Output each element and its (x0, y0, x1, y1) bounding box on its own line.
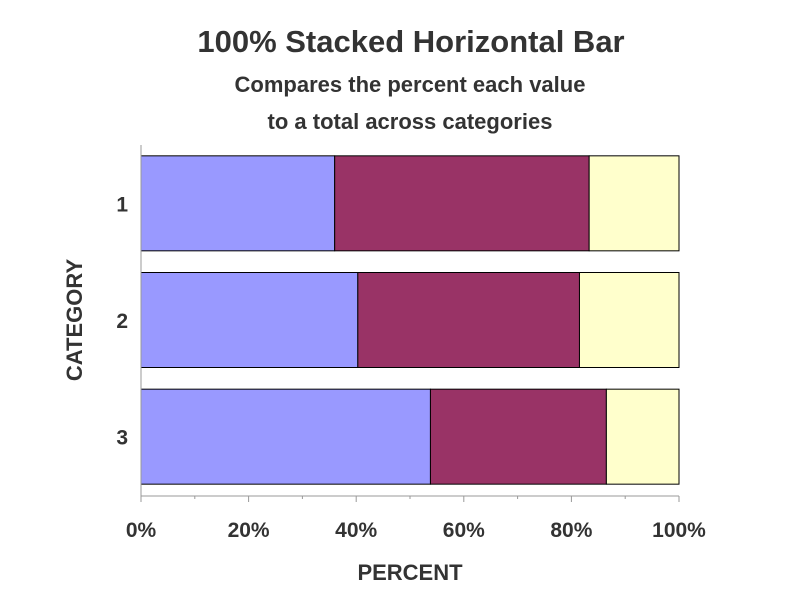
bar-cat1-seg2 (334, 155, 590, 252)
x-tick-label: 100% (652, 519, 706, 542)
bar-cat3-seg2 (429, 388, 607, 485)
y-tick-label: 1 (116, 193, 128, 216)
bar-cat3-seg1 (140, 388, 431, 485)
y-tick-label: 3 (116, 427, 128, 450)
bar-cat2-seg3 (578, 272, 680, 368)
chart-title: 100% Stacked Horizontal Bar (197, 24, 624, 59)
bar-cat1-seg3 (588, 155, 680, 252)
x-tick-label: 40% (335, 519, 377, 542)
x-tick-label: 60% (443, 519, 485, 542)
bar-cat3-seg3 (605, 388, 680, 485)
bar-cat2-seg2 (357, 272, 580, 368)
x-tick-label: 20% (228, 519, 270, 542)
chart-subtitle-line-1: Compares the percent each value (235, 72, 586, 97)
x-axis-label: PERCENT (357, 560, 463, 585)
y-axis-label: CATEGORY (62, 259, 87, 382)
y-tick-label: 2 (116, 310, 128, 333)
chart-subtitle-line-2: to a total across categories (268, 109, 553, 134)
plot-area: 1 2 3 0% 20% 40% 60% 80% 100% (116, 145, 706, 542)
bar-cat1-seg1 (140, 155, 336, 252)
bar-cat2-seg1 (140, 272, 359, 368)
x-tick-label: 80% (550, 519, 592, 542)
x-tick-label: 0% (126, 519, 157, 542)
